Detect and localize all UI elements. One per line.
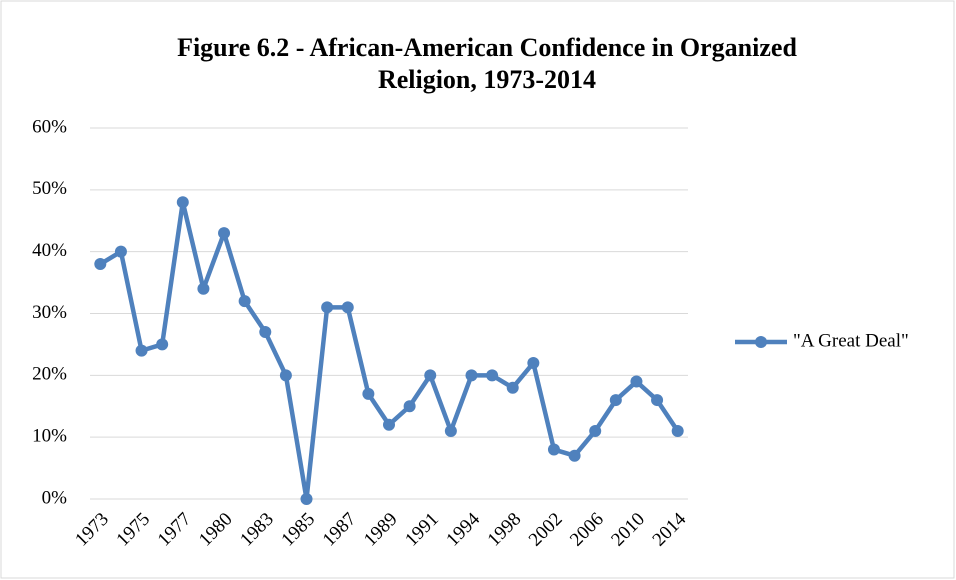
y-tick-label: 10% bbox=[32, 426, 67, 447]
data-point bbox=[341, 301, 354, 314]
legend-label: "A Great Deal" bbox=[793, 330, 909, 351]
data-point bbox=[547, 443, 560, 456]
chart-title: Religion, 1973-2014 bbox=[378, 65, 596, 94]
data-point bbox=[238, 295, 251, 308]
data-point bbox=[444, 424, 457, 437]
data-point bbox=[279, 369, 292, 382]
legend-marker bbox=[755, 336, 767, 348]
data-point bbox=[506, 381, 519, 394]
data-point bbox=[630, 375, 643, 388]
y-tick-label: 30% bbox=[32, 302, 67, 323]
data-point bbox=[527, 356, 540, 369]
data-point bbox=[383, 418, 395, 431]
data-point bbox=[651, 394, 664, 407]
data-point bbox=[197, 282, 210, 295]
data-point bbox=[362, 387, 375, 400]
data-point bbox=[321, 301, 334, 314]
data-point bbox=[218, 227, 231, 240]
data-point bbox=[259, 326, 272, 339]
data-point bbox=[135, 344, 148, 357]
data-point bbox=[609, 394, 622, 407]
y-tick-label: 0% bbox=[42, 487, 68, 508]
data-point bbox=[424, 369, 437, 382]
data-point bbox=[589, 424, 602, 437]
data-point bbox=[671, 424, 684, 437]
y-tick-label: 60% bbox=[32, 116, 67, 137]
chart-title: Figure 6.2 - African-American Confidence… bbox=[177, 33, 797, 62]
data-point bbox=[156, 338, 169, 351]
data-point bbox=[94, 258, 107, 271]
y-tick-label: 40% bbox=[32, 240, 67, 261]
data-point bbox=[568, 449, 581, 462]
data-point bbox=[114, 245, 127, 258]
data-point bbox=[465, 369, 478, 382]
data-point bbox=[403, 400, 416, 413]
y-tick-label: 20% bbox=[32, 364, 67, 385]
data-point bbox=[300, 493, 313, 505]
data-point bbox=[176, 196, 189, 209]
data-point bbox=[486, 369, 499, 382]
y-tick-label: 50% bbox=[32, 178, 67, 199]
